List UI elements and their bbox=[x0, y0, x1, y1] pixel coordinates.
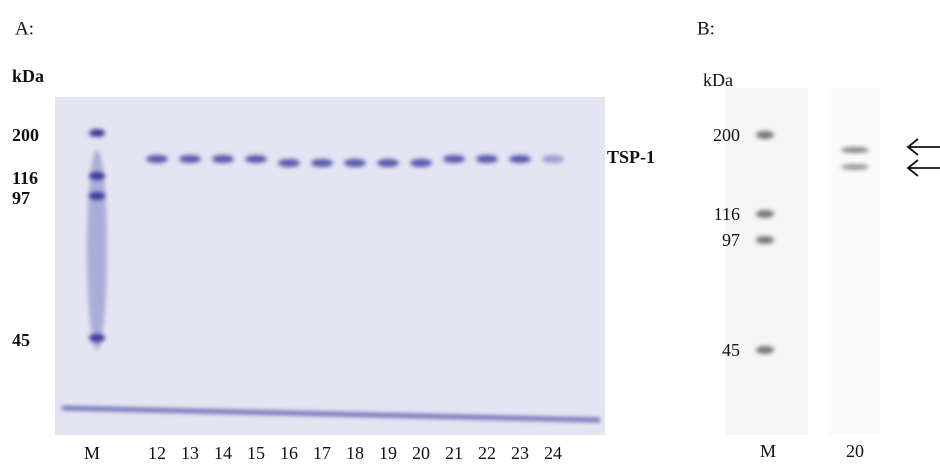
marker-label: 45 bbox=[12, 330, 30, 350]
band bbox=[146, 155, 168, 163]
marker-band bbox=[89, 334, 105, 342]
figure: A: kDa TSP-1 B: kDa 2001169745M121314151… bbox=[0, 0, 940, 465]
unit-label: kDa bbox=[703, 70, 733, 90]
lane-label: 21 bbox=[445, 443, 463, 463]
blot-strip-20 bbox=[828, 88, 880, 435]
lane-label: 13 bbox=[181, 443, 199, 463]
band bbox=[344, 159, 366, 167]
band-label: TSP-1 bbox=[607, 147, 655, 167]
band bbox=[179, 155, 201, 163]
band bbox=[476, 155, 498, 163]
band bbox=[278, 159, 300, 167]
arrow bbox=[908, 139, 940, 155]
lane-label: 23 bbox=[511, 443, 529, 463]
marker-band bbox=[756, 131, 774, 139]
lane-label: M bbox=[84, 443, 100, 463]
lane-label: 20 bbox=[412, 443, 430, 463]
lane-label: M bbox=[760, 441, 776, 461]
lane-label: 12 bbox=[148, 443, 166, 463]
marker-band bbox=[89, 129, 105, 137]
marker-label: 45 bbox=[722, 340, 740, 360]
gel-a bbox=[55, 97, 605, 435]
marker-label: 200 bbox=[713, 125, 740, 145]
band bbox=[542, 155, 564, 163]
lane-label: 24 bbox=[544, 443, 562, 463]
band bbox=[410, 159, 432, 167]
marker-label: 116 bbox=[714, 204, 740, 224]
marker-label: 97 bbox=[12, 188, 30, 208]
marker-band bbox=[89, 172, 105, 180]
panel-label: A: bbox=[15, 18, 34, 39]
lane-label: 15 bbox=[247, 443, 265, 463]
marker-label: 200 bbox=[12, 125, 39, 145]
lane-label: 18 bbox=[346, 443, 364, 463]
panel-label: B: bbox=[697, 18, 715, 39]
blot-band bbox=[841, 147, 869, 153]
band bbox=[509, 155, 531, 163]
marker-band bbox=[89, 192, 105, 200]
blot-band bbox=[841, 164, 869, 170]
band bbox=[212, 155, 234, 163]
marker-band bbox=[756, 236, 774, 244]
marker-band bbox=[756, 346, 774, 354]
lane-label: 16 bbox=[280, 443, 298, 463]
arrow bbox=[908, 160, 940, 176]
lane-label: 14 bbox=[214, 443, 232, 463]
marker-band bbox=[756, 210, 774, 218]
band bbox=[377, 159, 399, 167]
lane-label: 22 bbox=[478, 443, 496, 463]
band bbox=[311, 159, 333, 167]
lane-label: 19 bbox=[379, 443, 397, 463]
arrows bbox=[908, 139, 940, 176]
lane-label: 17 bbox=[313, 443, 331, 463]
marker-label: 97 bbox=[722, 230, 740, 250]
lane-label: 20 bbox=[846, 441, 864, 461]
marker-label: 116 bbox=[12, 168, 38, 188]
band bbox=[245, 155, 267, 163]
band bbox=[443, 155, 465, 163]
unit-label: kDa bbox=[12, 66, 44, 86]
